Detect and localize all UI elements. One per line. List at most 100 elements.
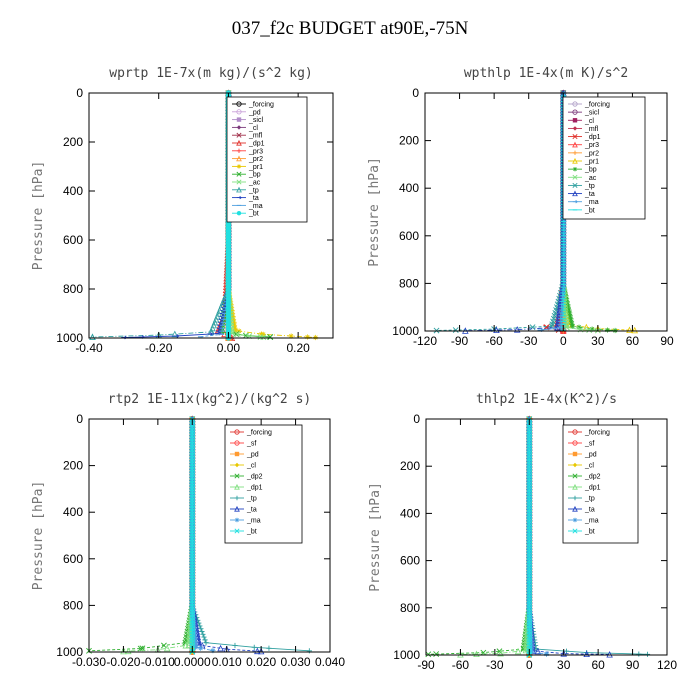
legend-label: _cl [584,463,594,470]
panel-title: thlp2 1E-4x(K^2)/s [476,392,617,407]
series-point [236,132,242,138]
series-point [236,139,242,146]
legend-label: _ta [248,195,259,202]
series-line [227,93,316,338]
x-tick-label: 0.00 [217,341,241,355]
series-point [236,155,242,162]
legend-label: _bp [248,172,261,179]
series-point [228,305,235,311]
series-point [234,331,241,337]
legend-label: _dp2 [584,474,601,481]
series-point [236,117,242,122]
series-point [572,451,578,457]
legend-label: _forcing [248,102,274,109]
legend-label: _pr1 [248,164,263,171]
x-tick-label: -0.40 [75,341,103,355]
legend-label: _sf [584,441,594,448]
y-tick-label: 400 [400,506,420,520]
series-bt [526,416,533,658]
series-point [236,186,242,193]
y-tick-label: 1000 [56,331,83,345]
y-tick-label: 200 [400,459,420,473]
series-point [543,651,550,657]
legend-label: _bt [248,211,259,218]
y-tick-label: 0 [76,86,83,100]
y-tick-label: 1000 [393,648,420,662]
series-point [288,333,294,339]
x-tick-label: -60 [452,658,470,672]
series-point [232,325,238,331]
series-point [236,148,242,153]
legend-label: _pd [584,452,597,459]
series-point [236,171,242,177]
legend-label: _ta [584,507,595,514]
legend-label: _ma [584,518,599,525]
series-point [236,195,242,200]
y-tick-label: 600 [63,233,83,247]
x-tick-label: 0.20 [286,341,310,355]
plot-frame [88,92,334,339]
series-point [236,164,242,169]
series-point [230,313,236,320]
series-line [428,419,530,655]
page-title: 037_f2c BUDGET at90E,-75N [231,18,469,39]
x-tick-label: 0 [526,658,533,672]
series-point [636,651,642,657]
x-tick-label: -30 [486,658,504,672]
legend-label: _dp1 [248,141,265,148]
series-point [232,328,238,334]
series-point [236,101,242,107]
series-point [267,334,274,340]
y-axis-label: Pressure [hPa] [368,482,383,592]
series-point [260,334,267,341]
legend-label: _dp1 [584,485,601,492]
x-tick-label: -0.20 [145,341,173,355]
series-dp1 [457,415,533,658]
series-point [89,333,96,341]
legend-label: _cl [248,125,258,132]
series-point [644,651,651,657]
legend: _forcing_pd_sicl_cl_mfl_dp1_pr3_pr2_pr1_… [226,96,308,223]
panel-title: wpthlp 1E-4x(m K)/s^2 [464,66,628,81]
series-point [173,334,180,338]
legend-label: _tp [584,496,595,503]
series-point [229,310,236,317]
y-tick-label: 400 [63,184,83,198]
y-axis-label: Pressure [hPa] [367,157,382,267]
series-line [460,419,530,655]
series-point [171,330,179,338]
x-tick-label: 120 [657,658,677,672]
x-tick-label: 90 [626,658,640,672]
series-point [236,179,242,185]
series-point [236,328,242,334]
legend-label: _tp [248,187,259,194]
legend-label: _ma [248,203,263,210]
legend-label: _pr3 [248,148,263,155]
y-tick-label: 800 [400,601,420,615]
legend: _forcing _sf _pd _cl _dp2 _dp1 _tp _ta _ma _bt [562,424,639,544]
legend-label: _bt [584,529,595,536]
panel-title: wprtp 1E-7x(m kg)/(s^2 kg) [109,66,313,81]
legend-label: _sicl [248,117,263,124]
y-tick-label: 200 [63,135,83,149]
y-axis-label: Pressure [hPa] [31,161,46,271]
x-tick-label: 30 [557,658,571,672]
series-point [304,334,311,340]
series-point [231,319,237,325]
legend-label: _ac [248,180,261,187]
legend-label: _forcing [584,430,610,437]
series-point [231,322,238,328]
series-point [236,109,242,115]
y-tick-label: 600 [400,554,420,568]
series-point [236,211,242,216]
series-dp2 [425,416,533,658]
legend-label: _pd [248,109,261,116]
series-point [229,307,235,314]
legend-label: _pr2 [248,156,263,163]
legend-label: _mfl [248,133,263,140]
series-point [236,125,242,130]
x-tick-label: 60 [591,658,605,672]
y-tick-label: 0 [413,412,420,426]
